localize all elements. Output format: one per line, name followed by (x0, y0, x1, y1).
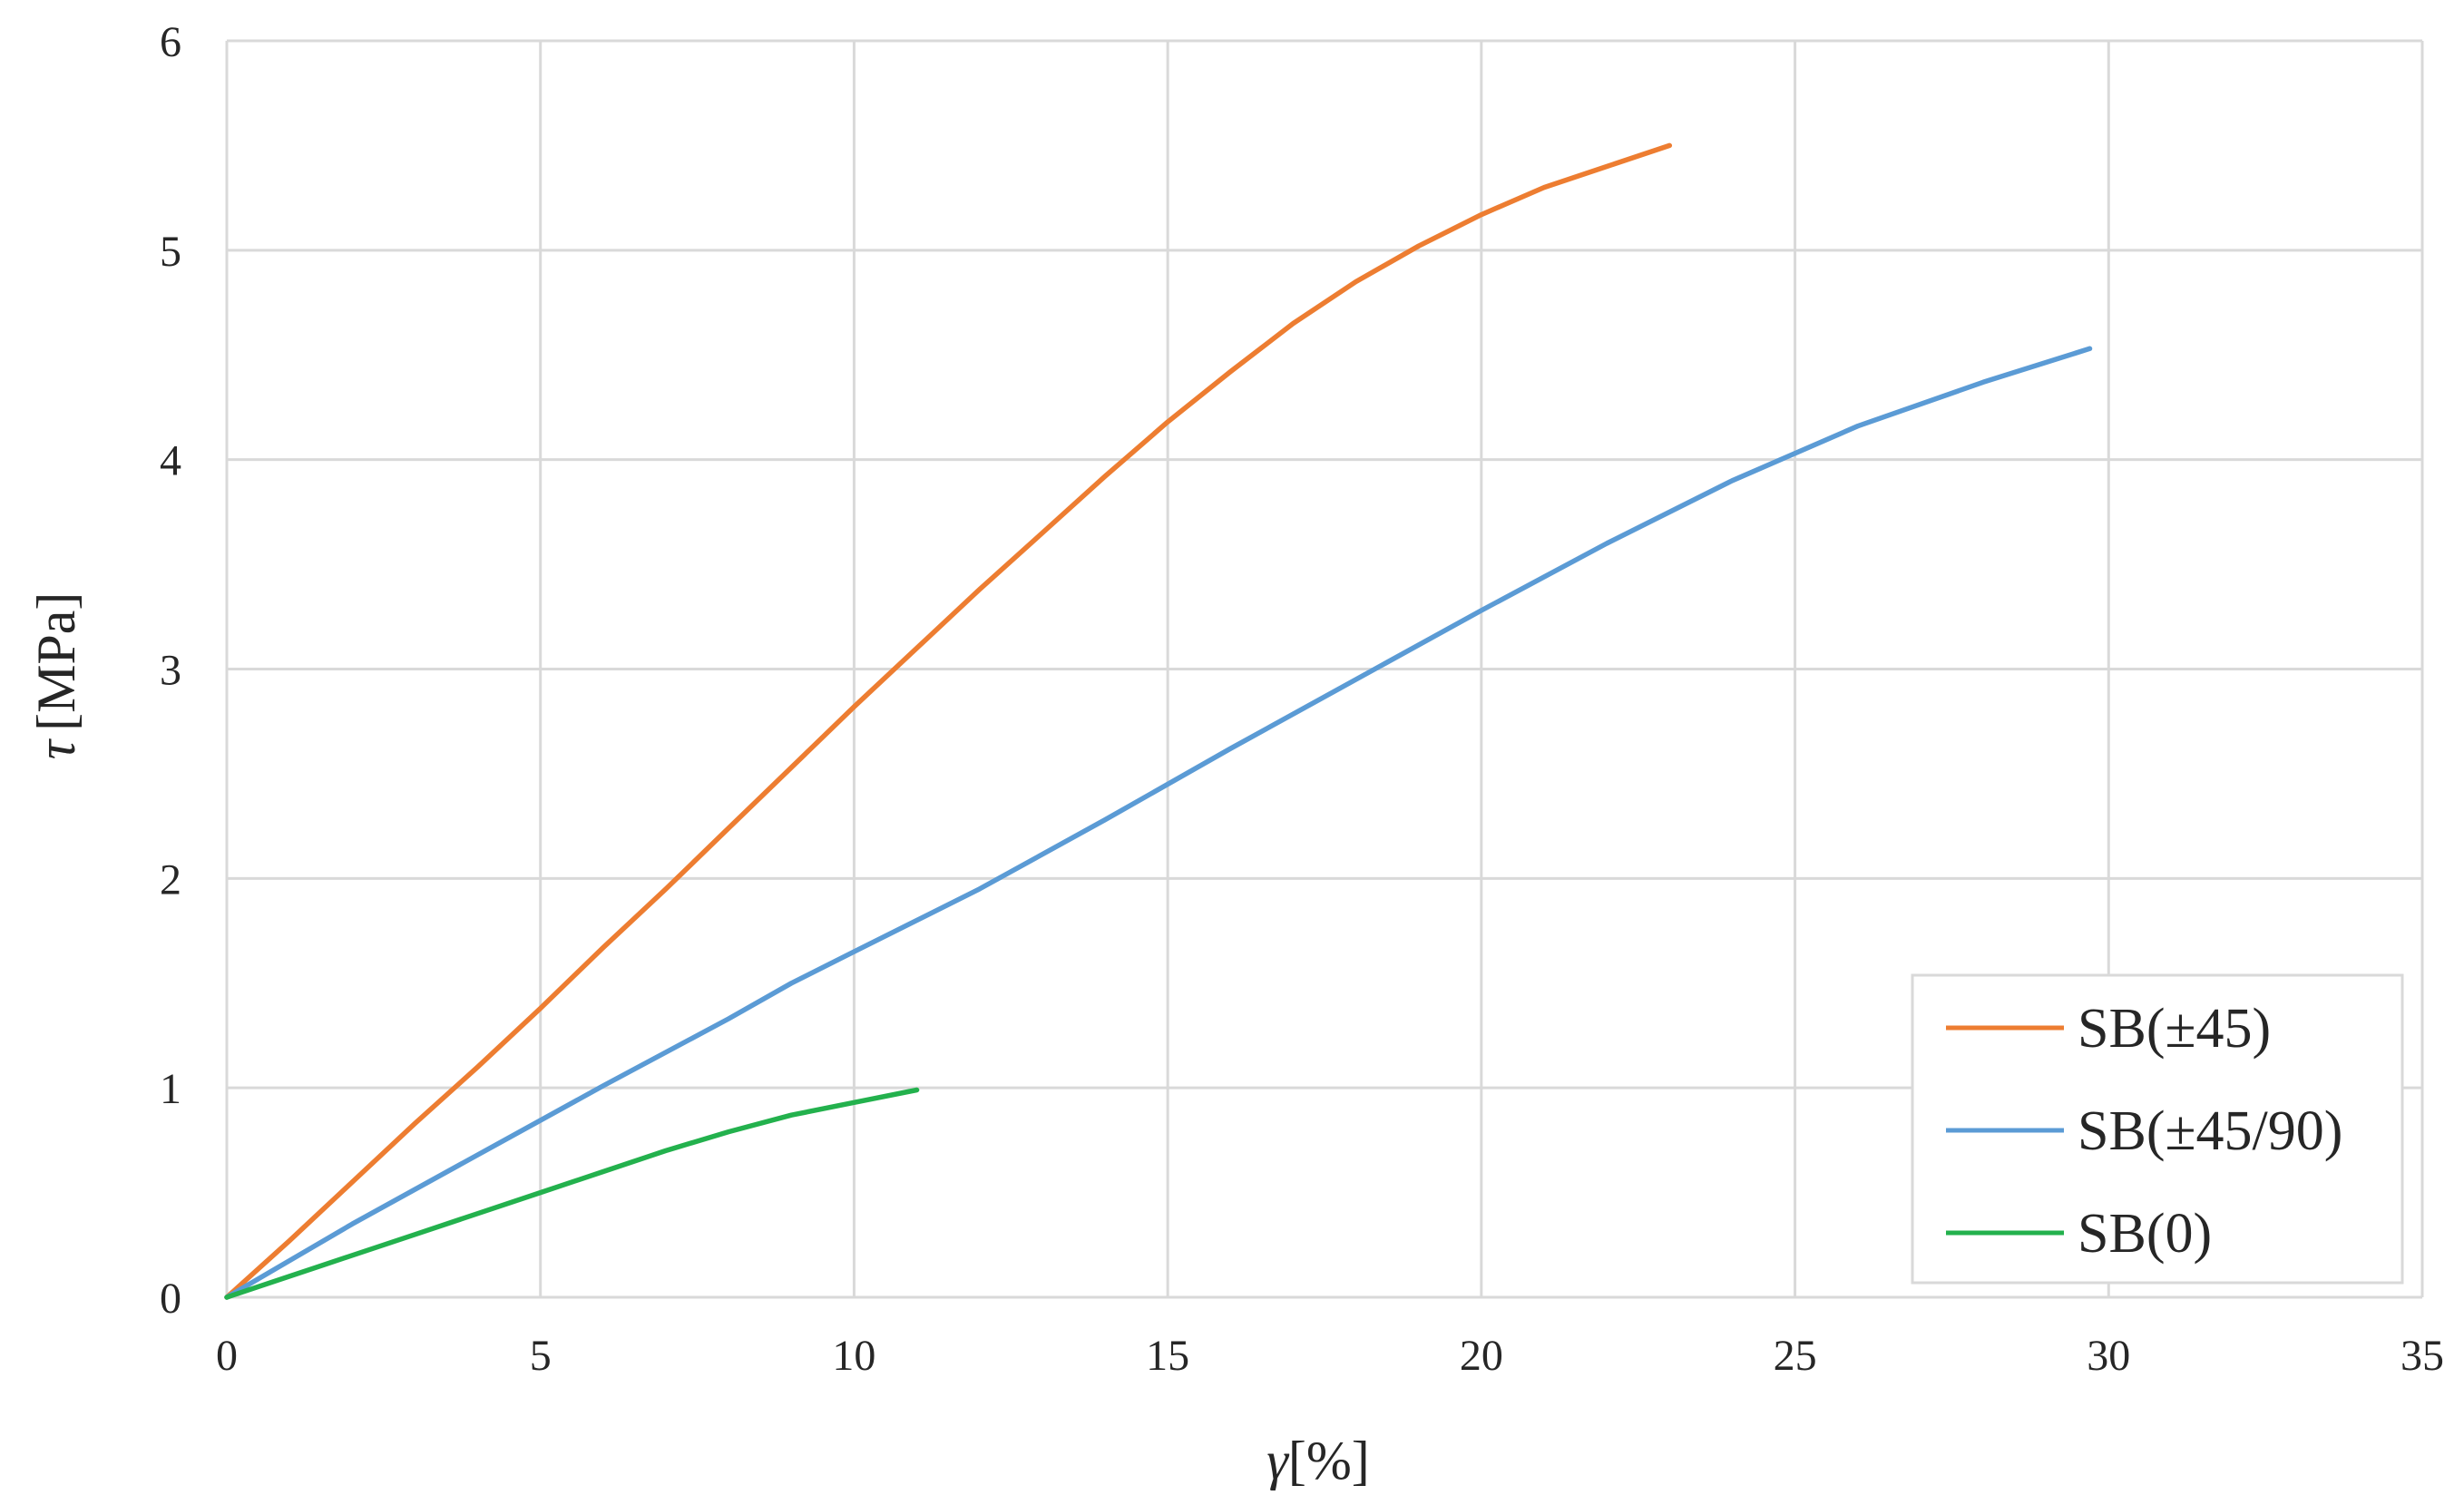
x-tick-label: 20 (1460, 1332, 1503, 1380)
y-tick-label: 4 (160, 437, 181, 485)
y-tick-label: 1 (160, 1065, 181, 1113)
legend-item: SB(±45/90) (1946, 1100, 2342, 1162)
y-axis-unit: [MPa] (26, 592, 86, 731)
series-line (224, 1087, 920, 1300)
y-tick-label: 0 (160, 1275, 181, 1323)
y-axis-title: τ [MPa] (26, 592, 86, 760)
series-layer (224, 142, 2093, 1300)
series-line (224, 346, 2093, 1300)
x-tick-label: 35 (2400, 1332, 2444, 1380)
y-tick-label: 6 (160, 18, 181, 66)
x-axis-unit: [%] (1288, 1431, 1370, 1490)
x-axis-title: γ[%] (1266, 1431, 1370, 1490)
y-axis-symbol: τ (26, 738, 86, 759)
legend: SB(±45) SB(±45/90) SB(0) (1911, 973, 2404, 1285)
legend-label: SB(0) (2078, 1203, 2212, 1265)
y-tick-label: 2 (160, 855, 181, 904)
legend-item: SB(0) (1946, 1203, 2212, 1265)
y-tick-label: 5 (160, 228, 181, 276)
x-axis-symbol: γ (1266, 1431, 1289, 1490)
legend-label: SB(±45/90) (2078, 1100, 2342, 1162)
x-tick-label: 5 (530, 1332, 552, 1380)
x-tick-label: 25 (1774, 1332, 1817, 1380)
x-tick-label: 10 (832, 1332, 875, 1380)
series-line (224, 142, 1673, 1300)
y-axis-ticks: 0 1 2 3 4 5 6 (160, 18, 181, 1323)
x-tick-label: 0 (216, 1332, 238, 1380)
y-tick-label: 3 (160, 647, 181, 695)
x-tick-label: 30 (2087, 1332, 2130, 1380)
legend-item: SB(±45) (1946, 998, 2271, 1060)
x-tick-label: 15 (1146, 1332, 1189, 1380)
legend-label: SB(±45) (2078, 998, 2271, 1060)
x-axis-ticks: 0 5 10 15 20 25 30 35 (216, 1332, 2444, 1380)
